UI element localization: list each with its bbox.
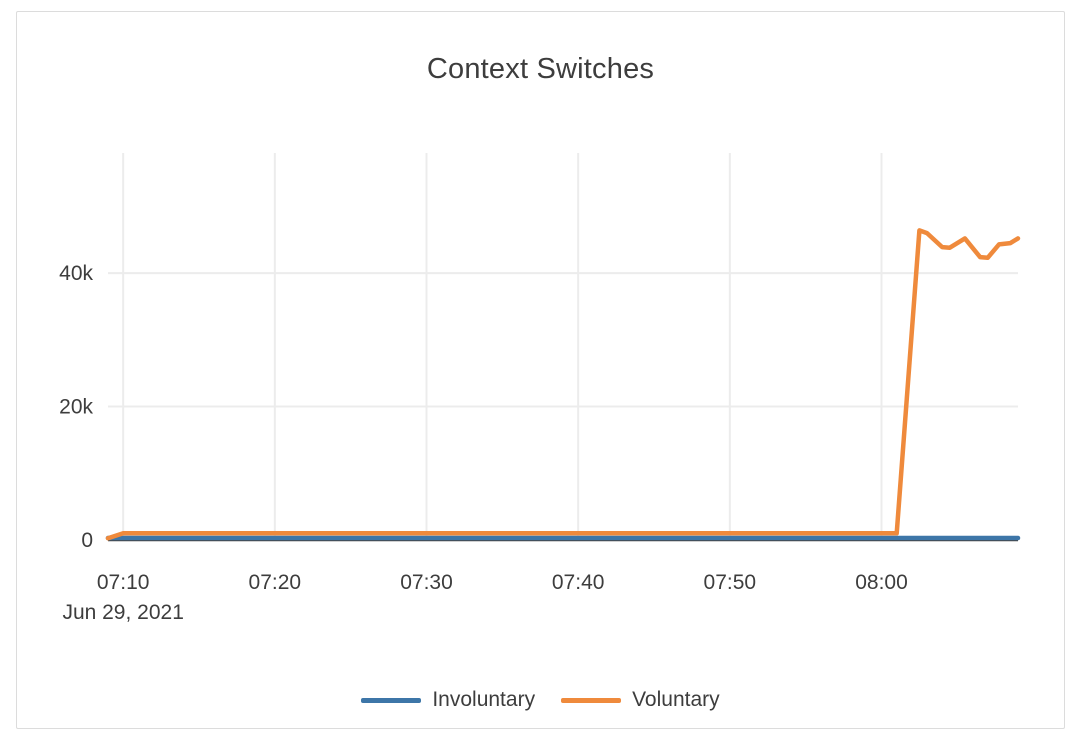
legend: Involuntary Voluntary xyxy=(17,688,1064,712)
chart-plot-area: 07:10 07:20 07:30 07:40 07:50 08:00 Jun 29, 20… xyxy=(59,153,1021,624)
y-tick-label: 0 xyxy=(81,529,93,552)
legend-swatch-involuntary-icon xyxy=(361,697,422,703)
x-tick-label: 07:20 xyxy=(249,571,302,594)
legend-item-voluntary[interactable]: Voluntary xyxy=(561,688,720,712)
x-tick-label: 08:00 xyxy=(855,571,908,594)
x-axis-date-label: Jun 29, 2021 xyxy=(62,601,183,624)
legend-swatch-voluntary-icon xyxy=(561,697,622,703)
series-line-voluntary xyxy=(105,228,1021,541)
y-tick-label: 40k xyxy=(59,262,93,285)
x-tick-label: 07:40 xyxy=(552,571,605,594)
x-tick-label: 07:30 xyxy=(400,571,453,594)
x-tick-label: 07:50 xyxy=(704,571,757,594)
x-tick-label: 07:10 xyxy=(97,571,150,594)
y-tick-label: 20k xyxy=(59,396,93,419)
chart-card: Context Switches 07:10 07:20 07:30 07:40 07:… xyxy=(16,11,1065,729)
legend-label-involuntary: Involuntary xyxy=(432,688,536,711)
legend-item-involuntary[interactable]: Involuntary xyxy=(361,688,535,712)
chart-title: Context Switches xyxy=(426,53,655,85)
legend-label-voluntary: Voluntary xyxy=(632,688,720,711)
